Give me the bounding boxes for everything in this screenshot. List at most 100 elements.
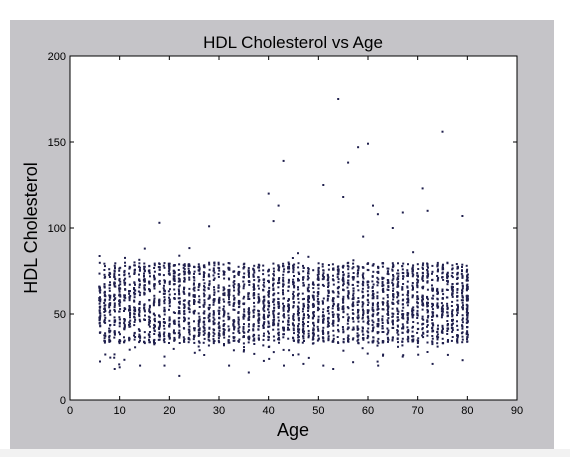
- scatter-point: [103, 291, 106, 294]
- scatter-point: [237, 318, 240, 321]
- scatter-point: [301, 329, 304, 331]
- scatter-point: [187, 267, 190, 270]
- scatter-point: [238, 338, 241, 341]
- scatter-point: [297, 324, 300, 327]
- scatter-point: [222, 319, 225, 322]
- scatter-point: [371, 315, 374, 318]
- scatter-point: [118, 288, 121, 291]
- scatter-point: [287, 267, 290, 270]
- scatter-point: [163, 284, 165, 287]
- scatter-point: [257, 337, 260, 340]
- scatter-point: [138, 300, 141, 303]
- scatter-point: [272, 288, 275, 291]
- scatter-point: [372, 302, 374, 305]
- scatter-point: [456, 339, 459, 342]
- scatter-point: [421, 300, 424, 303]
- scatter-point: [386, 333, 389, 336]
- scatter-point: [297, 317, 300, 320]
- scatter-point: [152, 304, 155, 307]
- scatter-point: [381, 282, 384, 285]
- scatter-point: [103, 294, 106, 297]
- scatter-point: [213, 299, 216, 302]
- scatter-point: [367, 309, 370, 312]
- scatter-point: [411, 308, 414, 311]
- scatter-point: [233, 298, 236, 301]
- scatter-point: [173, 320, 176, 323]
- scatter-point: [247, 293, 250, 296]
- scatter-point: [232, 308, 235, 311]
- scatter-point: [253, 352, 256, 355]
- scatter-point: [441, 326, 444, 329]
- scatter-point: [222, 298, 225, 301]
- x-tick-label: 80: [461, 405, 473, 417]
- scatter-point: [313, 324, 315, 327]
- scatter-point: [178, 292, 181, 295]
- scatter-point: [327, 322, 330, 325]
- scatter-point: [153, 333, 156, 335]
- scatter-point: [402, 275, 405, 278]
- scatter-point: [456, 334, 458, 337]
- scatter-point: [167, 262, 170, 265]
- scatter-point: [401, 337, 404, 340]
- scatter-point: [371, 306, 374, 309]
- scatter-point: [432, 314, 435, 317]
- scatter-point: [277, 307, 280, 309]
- scatter-point: [252, 323, 255, 326]
- scatter-point: [297, 301, 300, 304]
- scatter-point: [386, 313, 389, 316]
- scatter-point: [277, 269, 280, 271]
- scatter-point: [286, 328, 289, 331]
- scatter-point: [396, 316, 399, 319]
- scatter-point: [372, 313, 375, 316]
- y-axis-label: HDL Cholesterol: [21, 162, 41, 293]
- scatter-point: [123, 294, 126, 297]
- scatter-point: [248, 275, 250, 278]
- scatter-point: [302, 362, 305, 365]
- scatter-point: [352, 361, 355, 364]
- scatter-point: [322, 308, 325, 311]
- scatter-point: [307, 336, 310, 339]
- scatter-point: [431, 319, 434, 321]
- scatter-point: [162, 264, 165, 267]
- scatter-point: [327, 306, 330, 308]
- scatter-point: [302, 278, 304, 281]
- scatter-point: [337, 268, 340, 271]
- scatter-point: [347, 326, 350, 329]
- scatter-point: [168, 293, 171, 296]
- scatter-point: [436, 270, 439, 273]
- scatter-point: [212, 322, 215, 325]
- scatter-point: [272, 262, 275, 265]
- scatter-point: [406, 330, 409, 333]
- scatter-point: [392, 274, 394, 276]
- scatter-point: [148, 282, 151, 285]
- scatter-point: [372, 294, 375, 296]
- scatter-point: [356, 316, 359, 319]
- scatter-point: [188, 269, 190, 272]
- scatter-point: [287, 271, 290, 274]
- scatter-point: [143, 279, 145, 282]
- scatter-point: [336, 295, 339, 298]
- scatter-point: [213, 288, 216, 291]
- scatter-point: [272, 335, 275, 338]
- scatter-point: [332, 303, 335, 306]
- scatter-point: [456, 304, 459, 307]
- scatter-point: [307, 275, 309, 278]
- scatter-point: [262, 324, 265, 327]
- scatter-point: [317, 269, 320, 272]
- scatter-point: [427, 301, 429, 304]
- scatter-point: [347, 272, 350, 275]
- scatter-point: [307, 255, 310, 258]
- scatter-point: [347, 279, 350, 282]
- scatter-point: [119, 340, 122, 343]
- scatter-point: [218, 313, 221, 316]
- scatter-point: [367, 317, 370, 320]
- scatter-point: [356, 311, 359, 314]
- scatter-point: [461, 335, 464, 338]
- scatter-point: [188, 278, 191, 281]
- scatter-point: [441, 329, 444, 332]
- scatter-point: [163, 262, 166, 265]
- scatter-point: [109, 283, 112, 286]
- scatter-point: [267, 295, 270, 298]
- scatter-point: [263, 306, 265, 309]
- scatter-point: [223, 294, 226, 297]
